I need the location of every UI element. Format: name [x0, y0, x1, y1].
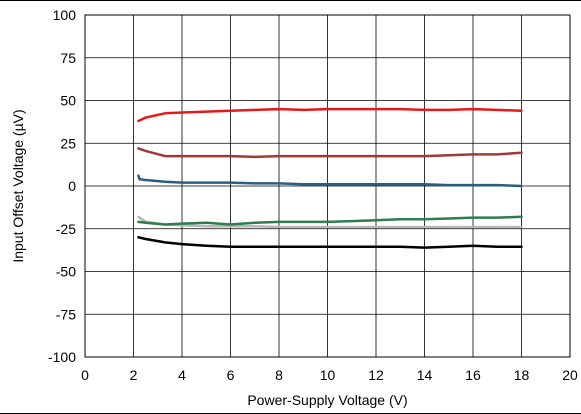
x-tick-label: 8: [275, 367, 283, 383]
y-tick-label: -100: [48, 349, 76, 365]
series-lines: [137, 107, 523, 249]
x-tick-label: 14: [417, 367, 433, 383]
x-tick-label: 20: [562, 367, 578, 383]
y-tick-label: 50: [60, 93, 76, 109]
plot-frame: [84, 14, 571, 358]
x-tick-label: 16: [465, 367, 481, 383]
x-tick-label: 0: [81, 367, 89, 383]
y-axis-title: Input Offset Voltage (µV): [10, 109, 26, 262]
y-tick-label: -25: [56, 221, 76, 237]
y-tick-label: 100: [53, 7, 77, 23]
series-line-1: [137, 107, 523, 123]
x-tick-label: 12: [368, 367, 384, 383]
y-tick-label: 25: [60, 135, 76, 151]
series-line-5: [137, 215, 523, 226]
x-axis-title: Power-Supply Voltage (V): [247, 392, 407, 408]
x-tick-labels: 0 2 4 6 8 10 12 14 16 18 20: [81, 367, 578, 383]
top-rule: [0, 0, 581, 1]
y-tick-label: -50: [56, 264, 76, 280]
series-line-4: [137, 215, 523, 229]
series-line-6: [137, 236, 523, 249]
y-tick-label: 75: [60, 50, 76, 66]
y-tick-label: -75: [56, 306, 76, 322]
y-tick-labels: 100 75 50 25 0 -25 -50 -75 -100: [48, 7, 76, 365]
series-line-3: [137, 174, 523, 188]
series-line-2: [137, 147, 523, 159]
x-tick-label: 4: [178, 367, 186, 383]
x-tick-label: 2: [130, 367, 138, 383]
grid: [85, 15, 570, 357]
y-tick-label: 0: [68, 178, 76, 194]
x-tick-label: 10: [320, 367, 336, 383]
x-tick-label: 6: [227, 367, 235, 383]
x-tick-label: 18: [514, 367, 530, 383]
